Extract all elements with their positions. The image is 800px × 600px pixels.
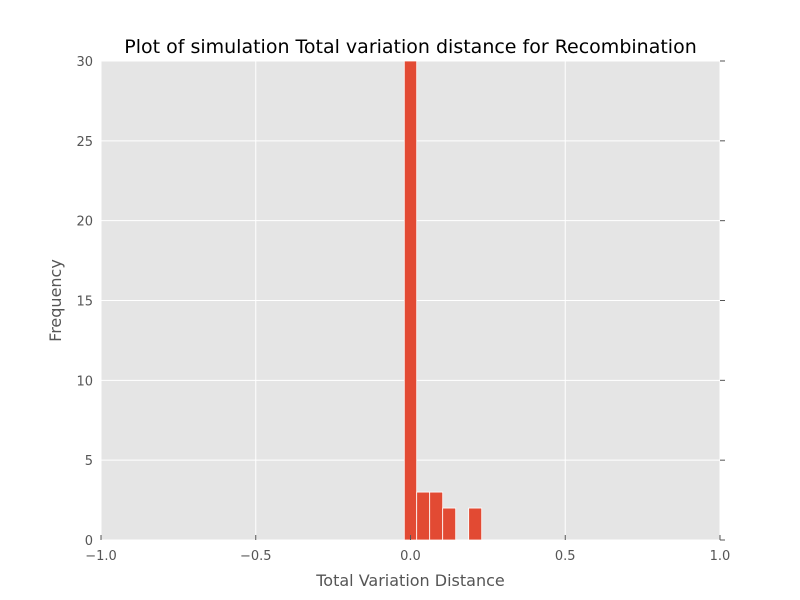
chart-title: Plot of simulation Total variation dista… (124, 36, 697, 58)
histogram-bar (416, 491, 431, 541)
histogram-bar (403, 60, 418, 541)
axis-ticks (100, 60, 725, 541)
y-tick-label: 0 (85, 534, 93, 549)
y-tick-label: 15 (76, 295, 93, 310)
x-tick-label: 1.0 (710, 549, 731, 564)
x-axis-title: Total Variation Distance (315, 571, 504, 590)
tick-labels: −1.0 −0.5 0.0 0.5 1.0 0 5 10 15 20 25 30 (76, 55, 730, 564)
y-tick-label: 20 (76, 215, 93, 230)
y-tick-label: 30 (76, 55, 93, 70)
histogram-bar (468, 507, 483, 541)
x-tick-label: −0.5 (240, 549, 272, 564)
bars (403, 60, 483, 541)
y-tick-label: 10 (76, 374, 93, 389)
x-tick-label: −1.0 (85, 549, 117, 564)
histogram-bar (442, 507, 457, 541)
y-tick-label: 5 (85, 454, 93, 469)
y-axis-title: Frequency (46, 259, 65, 342)
y-tick-label: 25 (76, 135, 93, 150)
x-tick-label: 0.5 (555, 549, 576, 564)
x-tick-label: 0.0 (400, 549, 421, 564)
histogram-bar (429, 491, 444, 541)
